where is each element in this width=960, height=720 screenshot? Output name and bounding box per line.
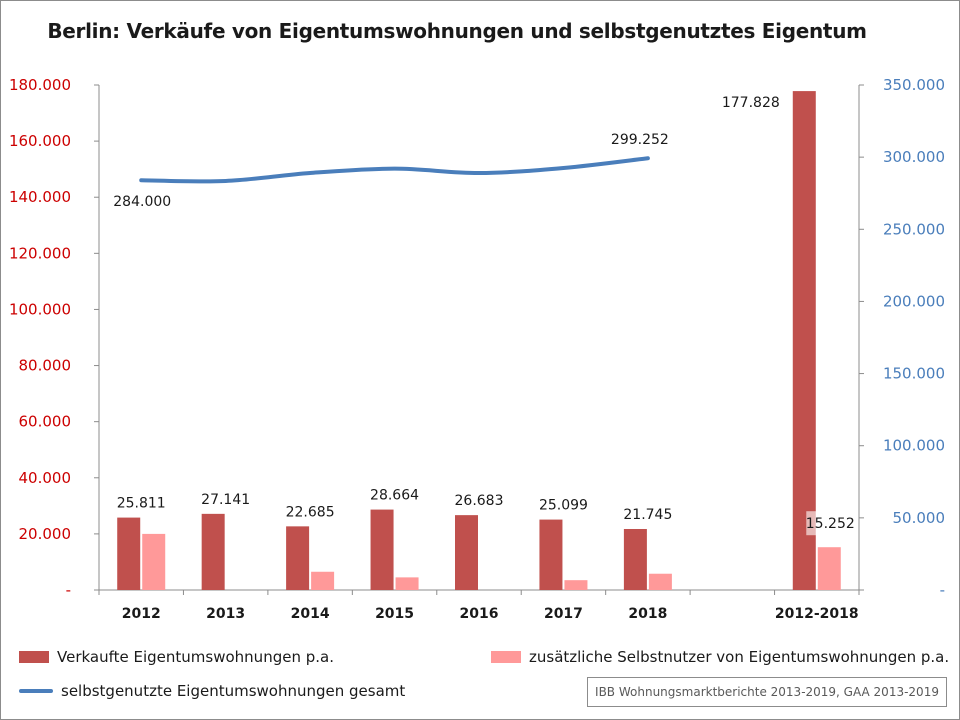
legend-item-selfusers: zusätzliche Selbstnutzer von Eigentumswo… <box>491 648 949 666</box>
x-tick-label: 2014 <box>291 606 330 622</box>
data-label-sales: 26.683 <box>455 493 504 509</box>
y-left-tick-label: 100.000 <box>9 300 71 318</box>
y-left-tick-label: 80.000 <box>19 357 72 375</box>
bar-sales-2012-2018 <box>792 91 816 591</box>
x-tick-label: 2016 <box>460 606 499 622</box>
legend-swatch-sales <box>19 651 49 663</box>
legend-swatch-total <box>19 689 53 693</box>
x-tick-label: 2012-2018 <box>775 606 859 622</box>
y-left-tick-label: 20.000 <box>19 525 72 543</box>
bar-sales-2016 <box>455 515 478 590</box>
y-left-tick-label: 180.000 <box>9 76 71 94</box>
x-tick-label: 2018 <box>628 606 667 622</box>
data-label-sales: 22.685 <box>286 504 335 520</box>
legend-item-total: selbstgenutzte Eigentumswohnungen gesamt <box>19 682 405 700</box>
bar-sales-2015 <box>370 509 394 590</box>
bar-selfusers-2012-2018 <box>817 547 841 590</box>
x-tick-label: 2012 <box>122 606 161 622</box>
line-total <box>139 156 650 184</box>
y-left-tick-label: 140.000 <box>9 188 71 206</box>
bar-sales-2013 <box>201 513 225 590</box>
y-right-tick-label: 200.000 <box>883 292 945 310</box>
legend-label-selfusers: zusätzliche Selbstnutzer von Eigentumswo… <box>529 648 950 666</box>
bar-sales-2017 <box>539 519 563 590</box>
data-label-sales: 25.099 <box>539 498 588 514</box>
data-label-total: 284.000 <box>113 194 171 210</box>
y-left-tick-label: 40.000 <box>19 469 72 487</box>
bar-selfusers-2015 <box>395 577 419 590</box>
chart-title: Berlin: Verkäufe von Eigentumswohnungen … <box>47 19 867 43</box>
y-right-tick-label: 50.000 <box>893 509 946 527</box>
y-right-tick-label: 250.000 <box>883 220 945 238</box>
data-label-selfusers: 15.252 <box>806 516 855 532</box>
legend-label-sales: Verkaufte Eigentumswohnungen p.a. <box>57 648 334 666</box>
y-right-tick-label: 100.000 <box>883 437 945 455</box>
y-right-tick-label: 150.000 <box>883 365 945 383</box>
legend-swatch-selfusers <box>491 651 521 663</box>
y-left-tick-label: 160.000 <box>9 132 71 150</box>
x-tick-label: 2013 <box>206 606 245 622</box>
bar-sales-2012 <box>117 517 141 590</box>
data-label-sales: 25.811 <box>117 496 166 512</box>
y-right-tick-label: 300.000 <box>883 148 945 166</box>
x-tick-label: 2017 <box>544 606 583 622</box>
data-label-sales: 28.664 <box>370 488 419 504</box>
y-left-tick-label: - <box>66 581 71 599</box>
legend-label-total: selbstgenutzte Eigentumswohnungen gesamt <box>61 682 406 700</box>
data-label-sales: 177.828 <box>722 95 780 111</box>
data-label-sales: 27.141 <box>201 492 250 508</box>
y-right-tick-label: 350.000 <box>883 76 945 94</box>
bar-sales-2018 <box>623 528 647 590</box>
source-note: IBB Wohnungsmarktberichte 2013-2019, GAA… <box>587 677 947 707</box>
data-label-total: 299.252 <box>611 132 669 148</box>
y-left-tick-label: 60.000 <box>19 413 72 431</box>
legend-item-sales: Verkaufte Eigentumswohnungen p.a. <box>19 648 334 666</box>
x-tick-label: 2015 <box>375 606 414 622</box>
y-right-tick-label: - <box>940 581 945 599</box>
bar-selfusers-2014 <box>311 571 335 590</box>
bar-selfusers-2017 <box>564 580 588 590</box>
bar-selfusers-2012 <box>142 533 166 590</box>
bar-sales-2014 <box>286 526 310 590</box>
data-label-bg-selfusers <box>806 511 853 536</box>
bar-selfusers-2018 <box>648 573 672 590</box>
data-label-sales: 21.745 <box>623 507 672 523</box>
y-left-tick-label: 120.000 <box>9 244 71 262</box>
